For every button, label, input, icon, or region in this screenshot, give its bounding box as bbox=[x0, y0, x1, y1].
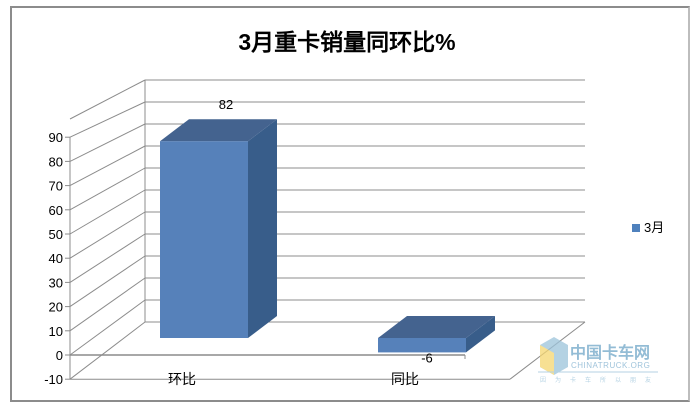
legend-swatch bbox=[632, 224, 640, 232]
x-tick-label: 环比 bbox=[168, 371, 196, 387]
gridline-side bbox=[69, 123, 146, 162]
data-label: -6 bbox=[421, 350, 433, 365]
chart-title: 3月重卡销量同环比% bbox=[238, 29, 455, 55]
gridline-side bbox=[69, 189, 146, 235]
bar-top bbox=[378, 316, 495, 338]
y-tick-label: -10 bbox=[44, 372, 63, 387]
gridline-side bbox=[69, 145, 146, 187]
y-tick-label: 90 bbox=[49, 130, 63, 145]
gridline-side bbox=[69, 79, 146, 120]
gridline-side bbox=[69, 233, 146, 283]
gridline-side bbox=[69, 277, 146, 332]
bar-side bbox=[248, 119, 277, 338]
bar-top bbox=[160, 119, 277, 142]
y-tick-label: 20 bbox=[49, 300, 63, 315]
y-tick-label: 10 bbox=[49, 324, 63, 339]
gridline-side bbox=[69, 299, 146, 356]
y-tick-label: 80 bbox=[49, 154, 63, 169]
gridline-side bbox=[69, 101, 146, 138]
bar-side bbox=[466, 316, 495, 353]
y-tick-label: 50 bbox=[49, 227, 63, 242]
gridline-side bbox=[69, 167, 146, 211]
bar bbox=[378, 338, 466, 353]
watermark-sub: CHINATRUCK.ORG bbox=[571, 361, 650, 370]
y-tick-label: 30 bbox=[49, 275, 63, 290]
gridline-side bbox=[69, 211, 146, 259]
gridline-side bbox=[69, 321, 146, 380]
y-tick-label: 0 bbox=[56, 348, 63, 363]
gridline-side bbox=[69, 255, 146, 308]
watermark-slogan: 因为卡车所以朋友 bbox=[540, 376, 660, 384]
legend: 3月 bbox=[632, 220, 664, 235]
y-tick-label: 70 bbox=[49, 179, 63, 194]
y-tick-label: 60 bbox=[49, 203, 63, 218]
watermark: 中国卡车网 CHINATRUCK.ORG 因为卡车所以朋友 bbox=[538, 337, 660, 384]
chart-frame bbox=[10, 6, 690, 402]
bar bbox=[160, 141, 248, 338]
x-tick-label: 同比 bbox=[391, 371, 419, 387]
data-label: 82 bbox=[219, 97, 233, 112]
legend-label: 3月 bbox=[644, 220, 664, 235]
y-tick-label: 40 bbox=[49, 251, 63, 266]
watermark-name: 中国卡车网 bbox=[570, 343, 650, 362]
